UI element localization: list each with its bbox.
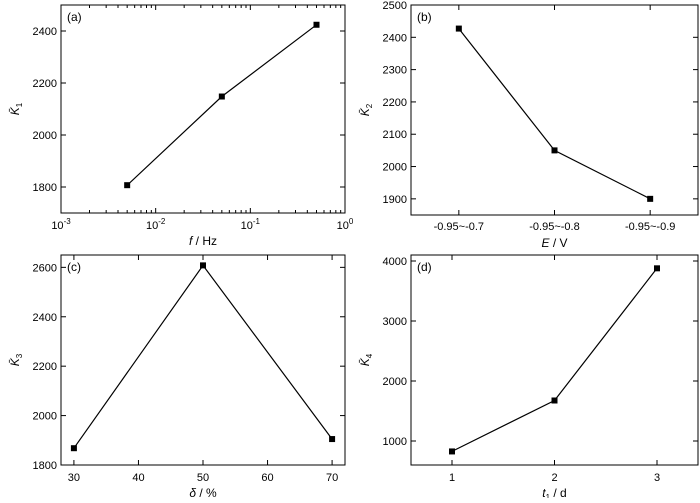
x-axis-title: f / Hz	[189, 234, 217, 248]
x-tick-label: 30	[68, 472, 80, 484]
y-tick-label: 2400	[33, 312, 57, 324]
x-tick-label: -0.95~-0.8	[529, 221, 579, 233]
plot-frame	[60, 254, 346, 466]
y-tick-label: 1000	[383, 436, 407, 448]
y-tick-label: 2200	[33, 361, 57, 373]
y-tick-label: 2400	[33, 26, 57, 38]
panel-label: (d)	[417, 260, 432, 274]
x-tick-label: 1	[449, 472, 455, 484]
x-tick-label: 50	[197, 472, 209, 484]
y-tick-label: 2100	[383, 129, 407, 141]
y-tick-label: 2000	[383, 376, 407, 388]
series-line	[126, 24, 317, 186]
panel-b: 1900 2000 2100 2200 2300 2400 2500 -0.95~-0.7 -0…	[358, 0, 699, 250]
y-tick-label: 2200	[383, 97, 407, 109]
y-axis-title: K̄4	[358, 353, 374, 366]
y-tick-label: 1800	[33, 182, 57, 194]
y-tick-label: 3000	[383, 316, 407, 328]
data-point	[329, 436, 336, 443]
y-axis-title: K̄3	[8, 353, 24, 366]
plot-frame	[410, 254, 699, 466]
data-point	[449, 448, 455, 455]
data-point	[313, 21, 320, 28]
data-point	[200, 262, 206, 269]
y-tick-label: 2400	[383, 32, 407, 44]
x-tick-label: 70	[326, 472, 338, 484]
y-tick-label: 4000	[383, 256, 407, 268]
series-line	[451, 267, 658, 452]
y-tick-label: 2000	[33, 130, 57, 142]
panel-c: 1800 2000 2200 2400 2600 30 40 50 60 70 (c) δ / % K̄…	[8, 254, 346, 500]
panel-label: (b)	[417, 10, 432, 24]
x-tick-label: 2	[551, 472, 557, 484]
y-tick-label: 2500	[383, 0, 407, 12]
data-point	[654, 265, 660, 272]
x-tick-label: 10-3	[51, 217, 71, 232]
x-axis-title: δ / %	[189, 486, 217, 498]
data-point	[647, 195, 654, 202]
data-point	[124, 182, 131, 189]
x-tick-label: -0.95~-0.9	[625, 221, 675, 233]
panel-d: 1000 2000 3000 4000 1 2 3 (d) t1 / d K̄4	[358, 254, 699, 502]
y-tick-label: 2000	[33, 411, 57, 423]
y-tick-label: 2200	[33, 78, 57, 90]
data-point	[551, 147, 558, 154]
plot-frame	[60, 4, 346, 214]
x-axis-title: t1 / d	[542, 486, 566, 498]
panel-a: 1800 2000 2200 2400 10-3 10-2 10-1 100 (a) f / Hz…	[8, 4, 354, 248]
y-tick-label: 2000	[383, 162, 407, 174]
x-tick-label: 3	[654, 472, 660, 484]
y-axis-title: K̄1	[8, 102, 24, 115]
x-tick-label: 10-1	[241, 217, 261, 232]
y-tick-label: 1900	[383, 194, 407, 206]
x-axis-title: E / V	[541, 236, 567, 250]
x-tick-label: 40	[132, 472, 144, 484]
x-tick-label: 10-2	[146, 217, 166, 232]
y-tick-label: 1800	[33, 460, 57, 472]
data-point	[455, 25, 462, 32]
x-tick-label: 60	[261, 472, 273, 484]
panel-label: (a)	[67, 10, 82, 24]
data-point	[70, 445, 77, 452]
x-tick-label: 100	[337, 217, 354, 232]
y-axis-title: K̄2	[358, 103, 374, 116]
y-tick-label: 2600	[33, 262, 57, 274]
panel-label: (c)	[67, 260, 81, 274]
y-tick-label: 2300	[383, 65, 407, 77]
x-tick-label: -0.95~-0.7	[434, 221, 484, 233]
data-point	[551, 397, 558, 404]
series-line	[73, 264, 333, 449]
data-point	[218, 93, 225, 100]
series-line	[458, 28, 651, 200]
plot-frame	[410, 4, 699, 216]
